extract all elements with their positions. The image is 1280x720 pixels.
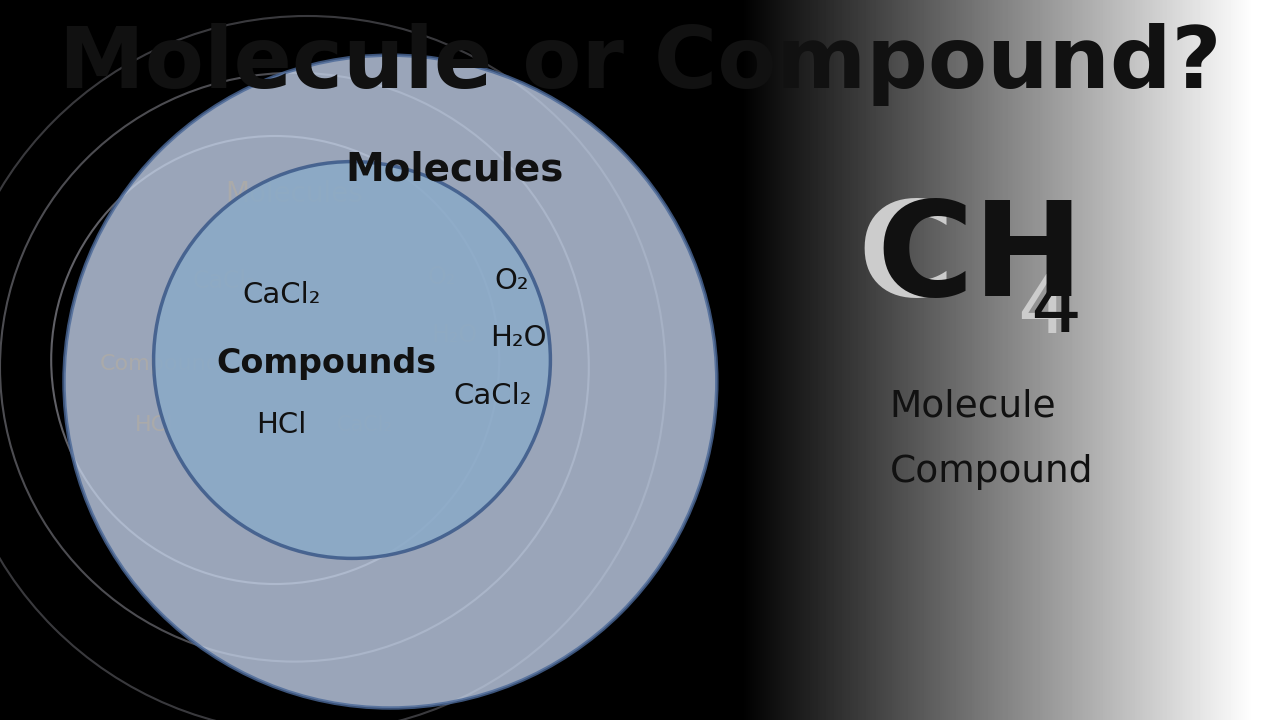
Text: Compounds: Compounds [216,347,436,380]
Text: 4: 4 [1030,271,1082,348]
Text: CaCl₂: CaCl₂ [337,415,393,435]
Text: Compound: Compound [890,454,1093,490]
Text: CaCl₂: CaCl₂ [453,382,532,410]
Text: Molecule: Molecule [890,389,1056,425]
Text: CaCl₂: CaCl₂ [192,269,256,293]
Text: CH: CH [877,196,1084,323]
Text: O₂: O₂ [494,267,530,294]
Text: HCl: HCl [256,411,307,438]
Text: CaCl₂: CaCl₂ [242,282,321,309]
Text: H₂O: H₂O [431,323,477,347]
Text: HCl: HCl [134,415,173,435]
Text: Compounds: Compounds [100,354,233,374]
Text: 4: 4 [1018,272,1069,350]
Text: C: C [858,196,955,323]
Ellipse shape [64,55,717,708]
Ellipse shape [154,161,550,559]
Text: Molecules: Molecules [346,150,563,188]
Text: Molecule or Compound?: Molecule or Compound? [59,23,1221,107]
Text: Molecules: Molecules [225,181,364,208]
Text: H₂O: H₂O [490,325,547,352]
Text: O₂: O₂ [428,265,456,289]
